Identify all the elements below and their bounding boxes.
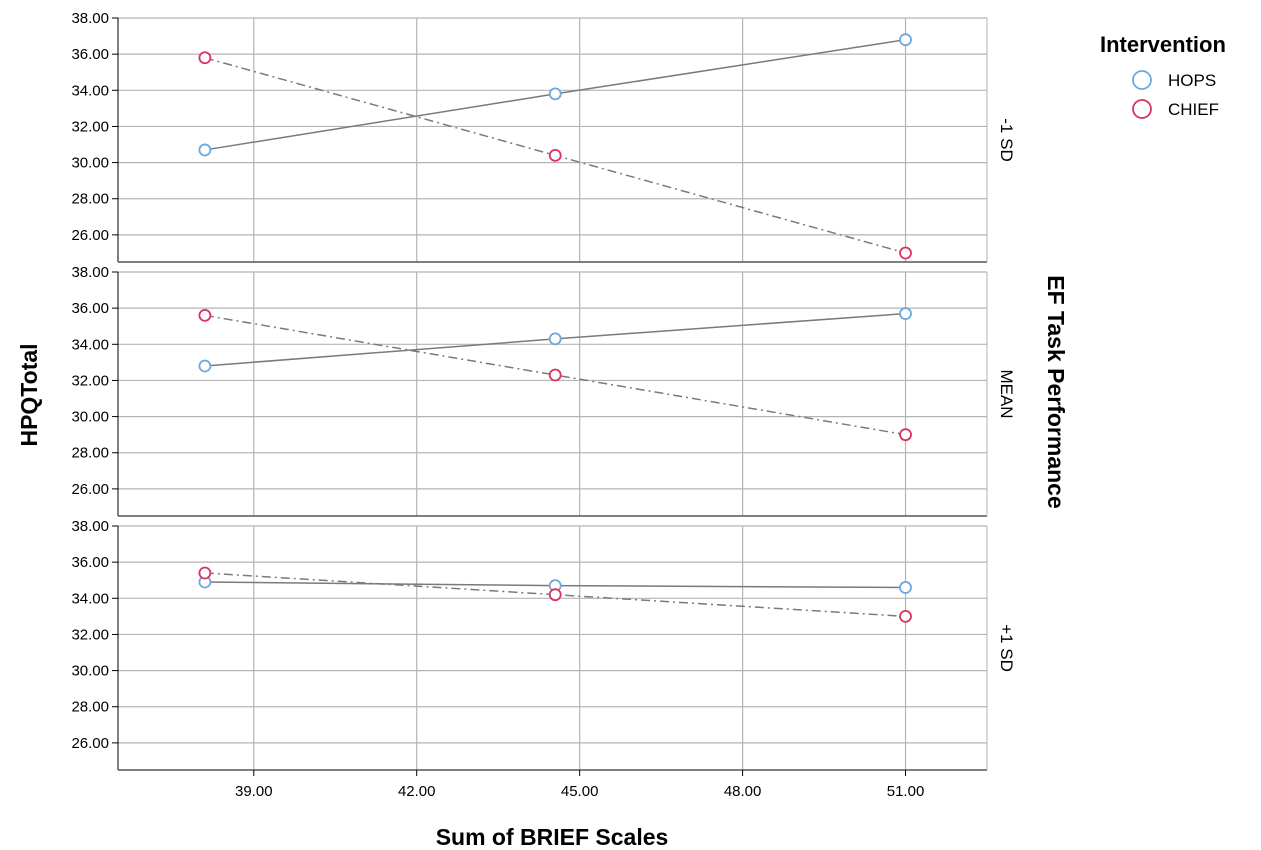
y-tick-label: 30.00 [71, 663, 109, 680]
data-point-hops [899, 581, 912, 594]
y-tick-label: 28.00 [71, 699, 109, 716]
data-point-chief [198, 566, 212, 580]
y-tick-label: 38.00 [71, 264, 109, 281]
panel-label: MEAN [997, 369, 1016, 418]
legend-marker-chief [1132, 99, 1152, 119]
x-axis-title: Sum of BRIEF Scales [436, 824, 669, 850]
data-point-chief [899, 428, 912, 442]
y-tick-label: 30.00 [71, 155, 109, 172]
data-point-chief [198, 51, 212, 65]
legend-label-chief: CHIEF [1168, 100, 1219, 119]
legend: Intervention HOPS CHIEF [1100, 32, 1226, 119]
data-point-chief [548, 588, 562, 602]
data-point-chief [899, 609, 912, 623]
data-point-hops [899, 307, 912, 320]
panel-label: -1 SD [997, 118, 1016, 161]
y-tick-label: 36.00 [71, 554, 109, 571]
y-tick-label: 28.00 [71, 445, 109, 462]
legend-title: Intervention [1100, 32, 1226, 57]
data-point-hops [899, 33, 912, 47]
data-point-hops [198, 143, 212, 157]
data-point-hops [548, 87, 562, 101]
y-tick-label: 36.00 [71, 46, 109, 63]
data-point-chief [548, 368, 562, 382]
x-tick-label: 42.00 [398, 783, 436, 800]
y-tick-label: 26.00 [71, 735, 109, 752]
y-tick-label: 30.00 [71, 409, 109, 426]
y-tick-label: 34.00 [71, 590, 109, 607]
x-tick-label: 39.00 [235, 783, 273, 800]
y-tick-label: 26.00 [71, 481, 109, 498]
y-tick-label: 32.00 [71, 372, 109, 389]
facet-axis-title: EF Task Performance [1043, 275, 1069, 509]
legend-label-hops: HOPS [1168, 71, 1216, 90]
y-tick-label: 34.00 [71, 82, 109, 99]
x-tick-label: 51.00 [887, 783, 925, 800]
data-point-hops [548, 332, 562, 346]
y-tick-label: 28.00 [71, 191, 109, 208]
y-tick-label: 36.00 [71, 300, 109, 317]
y-tick-label: 32.00 [71, 118, 109, 135]
y-tick-label: 26.00 [71, 227, 109, 244]
y-tick-label: 38.00 [71, 10, 109, 27]
y-tick-label: 34.00 [71, 336, 109, 353]
data-point-chief [198, 308, 212, 322]
x-tick-label: 45.00 [561, 783, 599, 800]
y-tick-label: 38.00 [71, 518, 109, 535]
legend-marker-hops [1132, 70, 1152, 90]
y-tick-label: 32.00 [71, 626, 109, 643]
data-point-chief [899, 246, 912, 260]
data-point-chief [548, 148, 562, 162]
panel-label: +1 SD [997, 624, 1016, 672]
x-tick-label: 48.00 [724, 783, 762, 800]
y-axis-title: HPQTotal [16, 343, 42, 446]
data-point-hops [198, 359, 212, 373]
